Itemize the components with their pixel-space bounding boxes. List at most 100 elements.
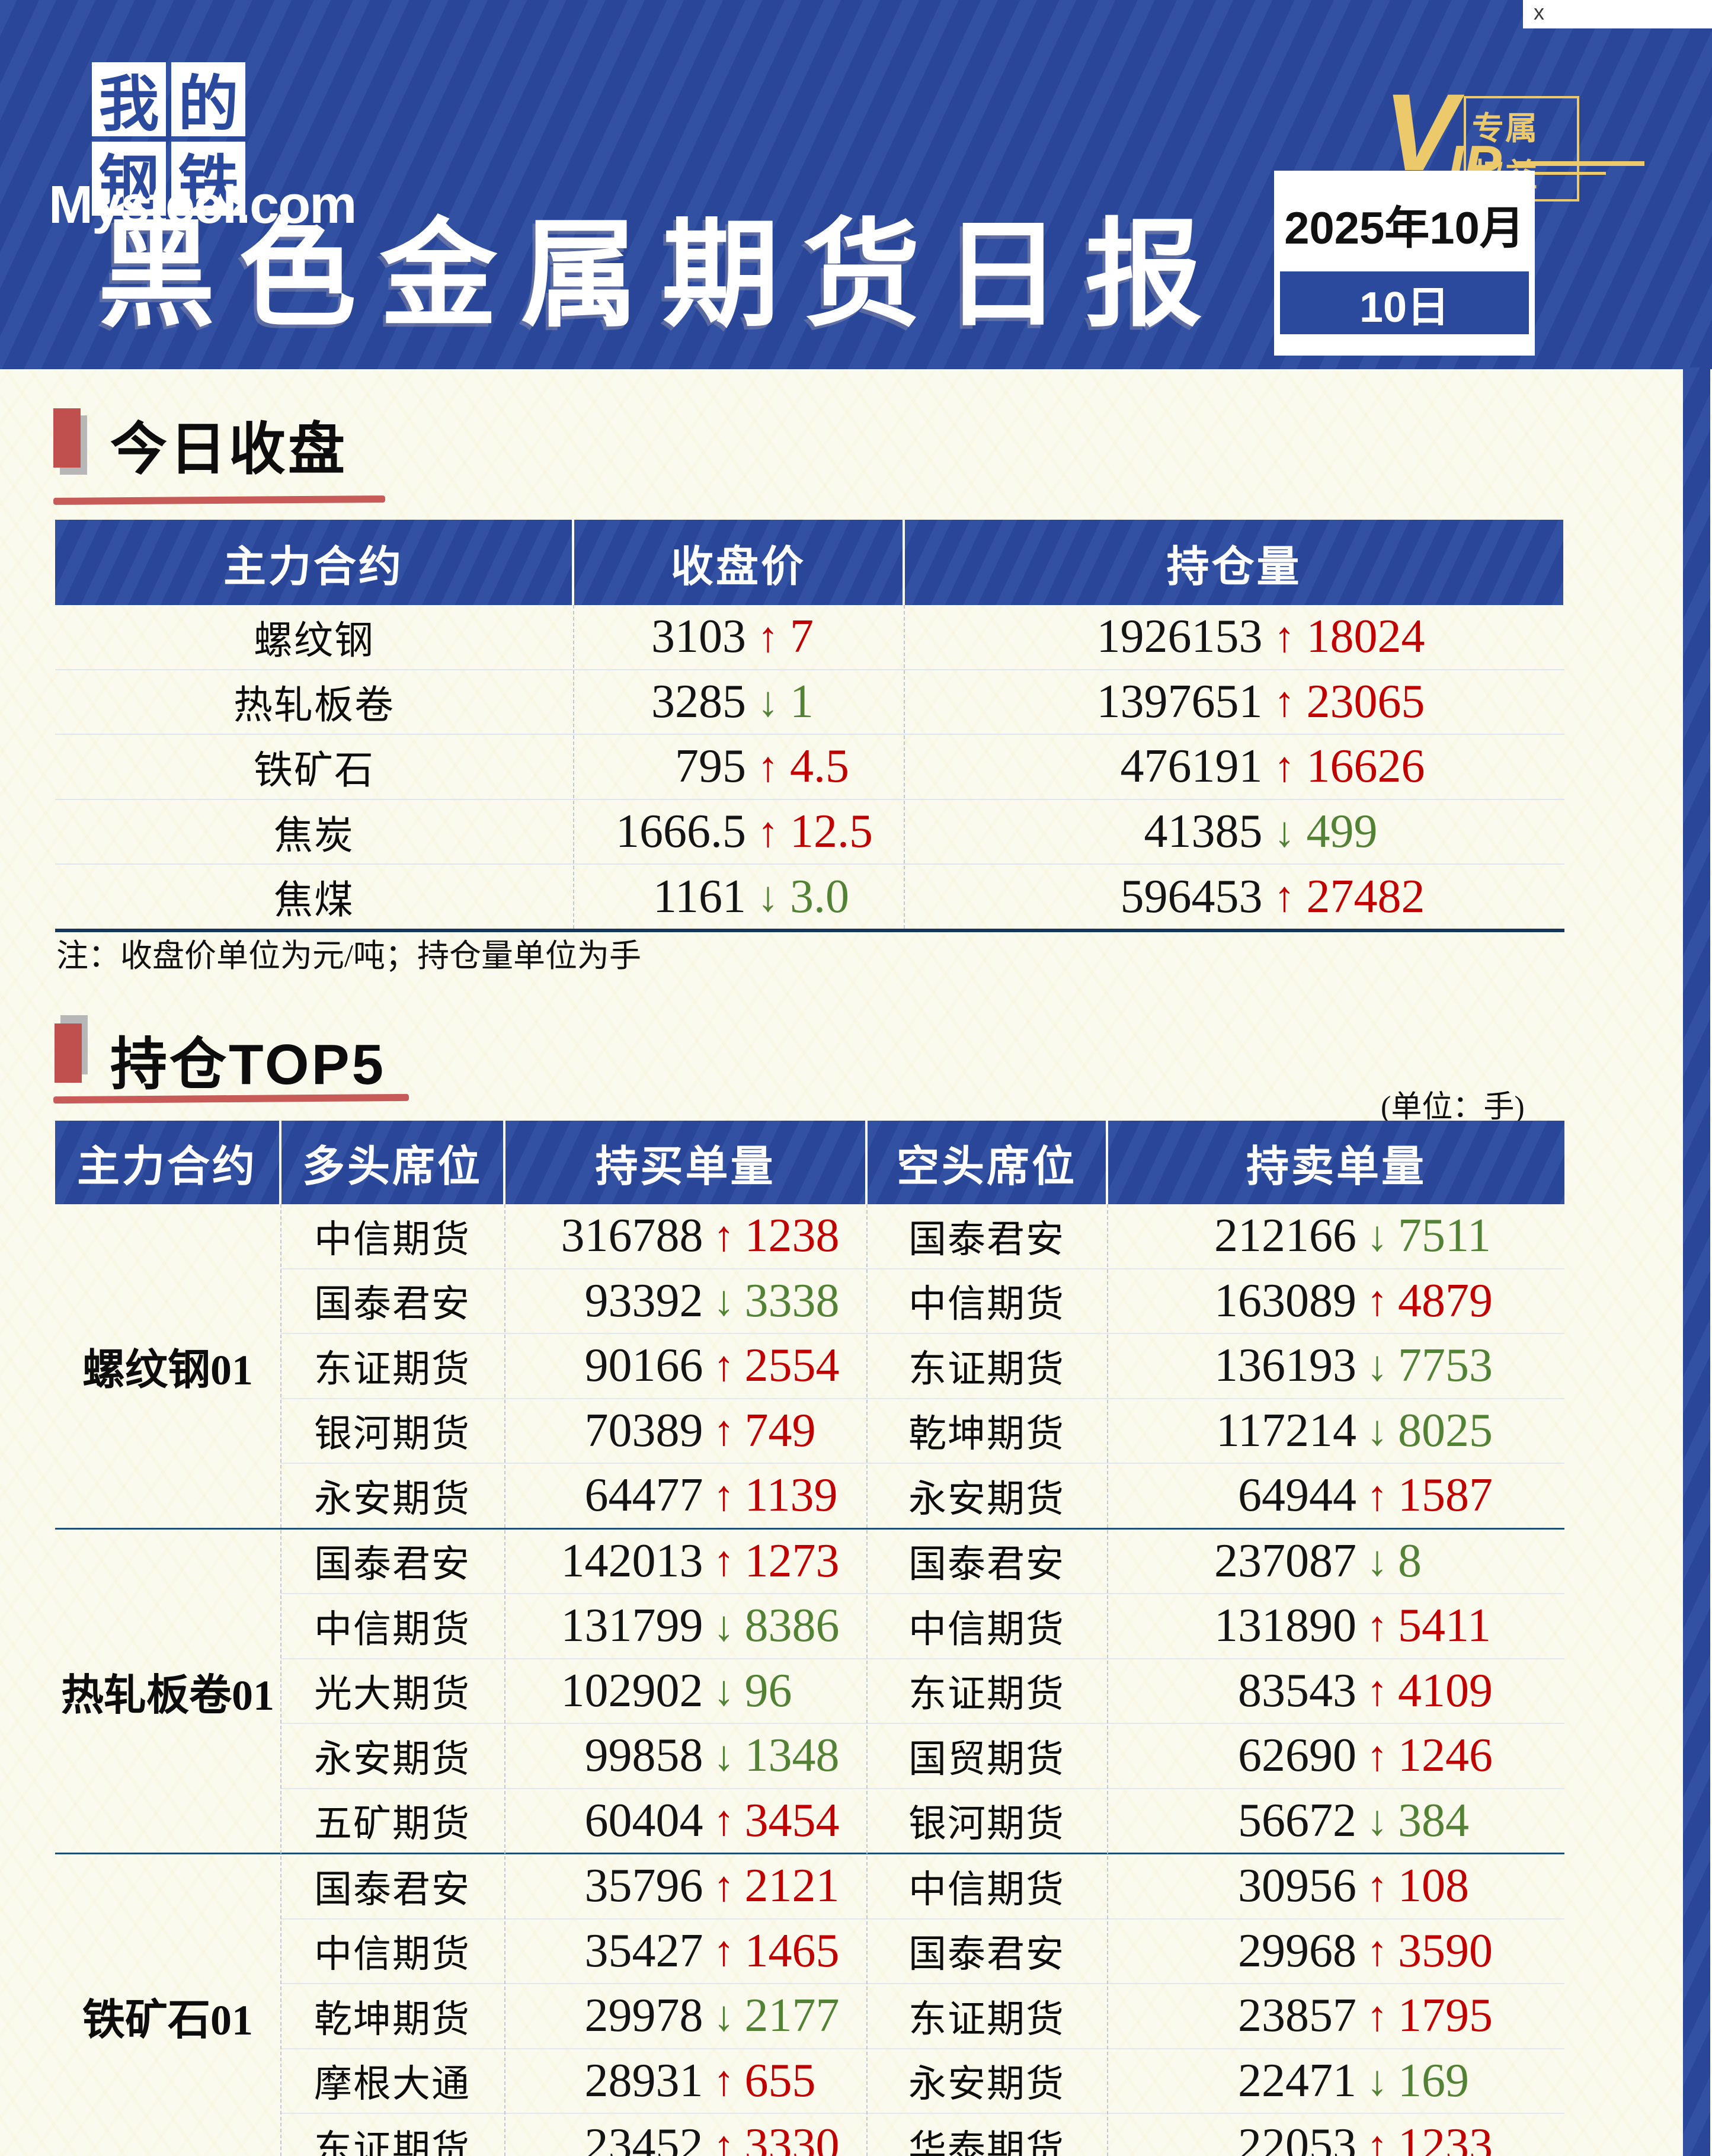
long-seat-firm: 光大期货 — [314, 1673, 471, 1716]
direction-arrow-icon: ↑ — [1273, 873, 1295, 921]
sell-change: 7753 — [1398, 1339, 1493, 1392]
date-day: 10日 — [1359, 283, 1450, 331]
direction-arrow-icon: ↓ — [1367, 1537, 1388, 1585]
column-divider — [573, 605, 574, 929]
contract-group-rows: 中信期货 316788 ↑ 1238 国泰君安 212166 ↓ 7511 国泰… — [280, 1204, 1564, 1528]
direction-arrow-icon: ↑ — [1367, 1732, 1388, 1780]
short-seat-firm: 永安期货 — [908, 2063, 1065, 2106]
buy-change: 3338 — [744, 1274, 840, 1327]
contract-name: 焦煤 — [274, 879, 354, 923]
sell-change: 384 — [1398, 1794, 1469, 1847]
direction-arrow-icon: ↓ — [1367, 1212, 1388, 1260]
short-seat-firm: 国贸期货 — [908, 1738, 1065, 1780]
sell-volume: 22471 — [1238, 2054, 1356, 2107]
sell-volume: 22053 — [1238, 2119, 1356, 2156]
buy-volume: 102902 — [561, 1664, 703, 1717]
close-price-cell: 3103 ↑ 7 — [573, 610, 904, 664]
sell-volume: 237087 — [1214, 1534, 1356, 1587]
logo-char: 铁 — [171, 142, 245, 218]
open-interest-cell: 41385 ↓ 499 — [904, 805, 1564, 859]
sell-volume-cell: 23857 ↑ 1795 — [1107, 1989, 1564, 2043]
sell-change: 1587 — [1398, 1469, 1493, 1522]
direction-arrow-icon: ↓ — [1367, 1407, 1388, 1455]
section-bullet — [53, 408, 81, 468]
table-row: 光大期货 102902 ↓ 96 东证期货 83543 ↑ 4109 — [280, 1659, 1564, 1724]
contract-group: 铁矿石01 国泰君安 35796 ↑ 2121 中信期货 30956 ↑ 108… — [55, 1854, 1564, 2156]
direction-arrow-icon: ↑ — [713, 2122, 735, 2156]
direction-arrow-icon: ↓ — [1367, 1797, 1388, 1845]
price-value: 3103 — [651, 610, 746, 663]
long-seat-firm: 永安期货 — [314, 1477, 471, 1520]
direction-arrow-icon: ↑ — [1367, 1472, 1388, 1520]
oi-change: 27482 — [1306, 870, 1425, 923]
section-title-close: 今日收盘 — [110, 418, 347, 481]
buy-change: 2554 — [744, 1339, 840, 1392]
sell-volume-cell: 83543 ↑ 4109 — [1107, 1664, 1564, 1718]
buy-change: 2177 — [744, 1989, 840, 2042]
sell-volume-cell: 29968 ↑ 3590 — [1107, 1924, 1564, 1978]
price-value: 3285 — [651, 675, 746, 728]
top5-table-body: 螺纹钢01 中信期货 316788 ↑ 1238 国泰君安 212166 ↓ 7… — [55, 1204, 1564, 2156]
mysteel-logo: 我 的 钢 铁 — [92, 62, 247, 218]
oi-value: 1926153 — [1096, 610, 1263, 663]
table-row: 国泰君安 142013 ↑ 1273 国泰君安 237087 ↓ 8 — [280, 1530, 1564, 1594]
oi-value: 41385 — [1144, 805, 1263, 858]
direction-arrow-icon: ↑ — [757, 808, 779, 856]
buy-volume: 29978 — [584, 1989, 703, 2042]
sell-volume: 163089 — [1214, 1274, 1356, 1327]
contract-group-rows: 国泰君安 35796 ↑ 2121 中信期货 30956 ↑ 108 中信期货 … — [280, 1854, 1564, 2156]
section-title-top5: 持仓TOP5 — [110, 1033, 386, 1096]
table-row: 乾坤期货 29978 ↓ 2177 东证期货 23857 ↑ 1795 — [280, 1984, 1564, 2049]
buy-volume: 35427 — [584, 1924, 703, 1977]
unit-note: (单位：手) — [1381, 1090, 1525, 1124]
buy-volume: 64477 — [584, 1469, 703, 1522]
sell-change: 4109 — [1398, 1664, 1493, 1717]
short-seat-firm: 华泰期货 — [908, 2128, 1065, 2156]
buy-change: 1273 — [744, 1534, 840, 1587]
date-box: 2025年10月 10日 — [1274, 171, 1535, 356]
direction-arrow-icon: ↑ — [1367, 1277, 1388, 1325]
long-seat-firm: 东证期货 — [314, 2128, 471, 2156]
direction-arrow-icon: ↑ — [713, 1927, 735, 1975]
direction-arrow-icon: ↑ — [713, 1342, 735, 1390]
buy-volume: 35796 — [584, 1860, 703, 1912]
close-table-body: 螺纹钢 3103 ↑ 7 1926153 ↑ 18024 热轧板卷 3285 ↓… — [55, 605, 1564, 932]
buy-change: 8386 — [744, 1600, 840, 1652]
sell-change: 1795 — [1398, 1989, 1493, 2042]
buy-volume-cell: 99858 ↓ 1348 — [504, 1729, 866, 1783]
sell-volume-cell: 136193 ↓ 7753 — [1107, 1339, 1564, 1393]
vip-decor-line — [1517, 172, 1606, 175]
sell-volume: 30956 — [1238, 1860, 1356, 1912]
buy-volume: 60404 — [584, 1794, 703, 1847]
close-table-header: 主力合约 收盘价 持仓量 — [55, 520, 1564, 605]
buy-volume: 316788 — [561, 1210, 703, 1262]
buy-volume-cell: 28931 ↑ 655 — [504, 2054, 866, 2108]
table-row: 焦煤 1161 ↓ 3.0 596453 ↑ 27482 — [55, 863, 1564, 929]
close-table-note: 注：收盘价单位为元/吨；持仓量单位为手 — [56, 938, 642, 974]
oi-change: 16626 — [1306, 740, 1425, 793]
close-table: 主力合约 收盘价 持仓量 螺纹钢 3103 ↑ 7 1926153 ↑ 1802… — [55, 520, 1564, 932]
table-row: 五矿期货 60404 ↑ 3454 银河期货 56672 ↓ 384 — [280, 1789, 1564, 1853]
short-seat-firm: 乾坤期货 — [908, 1413, 1065, 1456]
contract-group: 热轧板卷01 国泰君安 142013 ↑ 1273 国泰君安 237087 ↓ … — [55, 1530, 1564, 1854]
table-row: 东证期货 23452 ↑ 3330 华泰期货 22053 ↑ 1233 — [280, 2114, 1564, 2156]
buy-volume: 28931 — [584, 2054, 703, 2107]
direction-arrow-icon: ↑ — [713, 1472, 735, 1520]
sell-change: 1246 — [1398, 1729, 1493, 1782]
buy-change: 749 — [744, 1404, 816, 1457]
buy-volume: 131799 — [561, 1600, 703, 1652]
table-row: 永安期货 64477 ↑ 1139 永安期货 64944 ↑ 1587 — [280, 1464, 1564, 1528]
close-icon[interactable]: x — [1534, 0, 1544, 24]
sell-volume-cell: 117214 ↓ 8025 — [1107, 1404, 1564, 1458]
direction-arrow-icon: ↑ — [757, 743, 779, 791]
table-row: 中信期货 35427 ↑ 1465 国泰君安 29968 ↑ 3590 — [280, 1920, 1564, 1984]
direction-arrow-icon: ↓ — [713, 1602, 735, 1650]
buy-change: 96 — [744, 1664, 792, 1717]
contract-group-label: 螺纹钢01 — [82, 1346, 253, 1394]
section-bullet — [55, 1023, 82, 1083]
short-seat-firm: 永安期货 — [908, 1477, 1065, 1520]
page-title: 黑色金属期货日报 — [98, 209, 1226, 340]
close-price-cell: 795 ↑ 4.5 — [573, 740, 904, 794]
section-underline — [53, 495, 386, 505]
long-seat-firm: 摩根大通 — [314, 2063, 471, 2106]
